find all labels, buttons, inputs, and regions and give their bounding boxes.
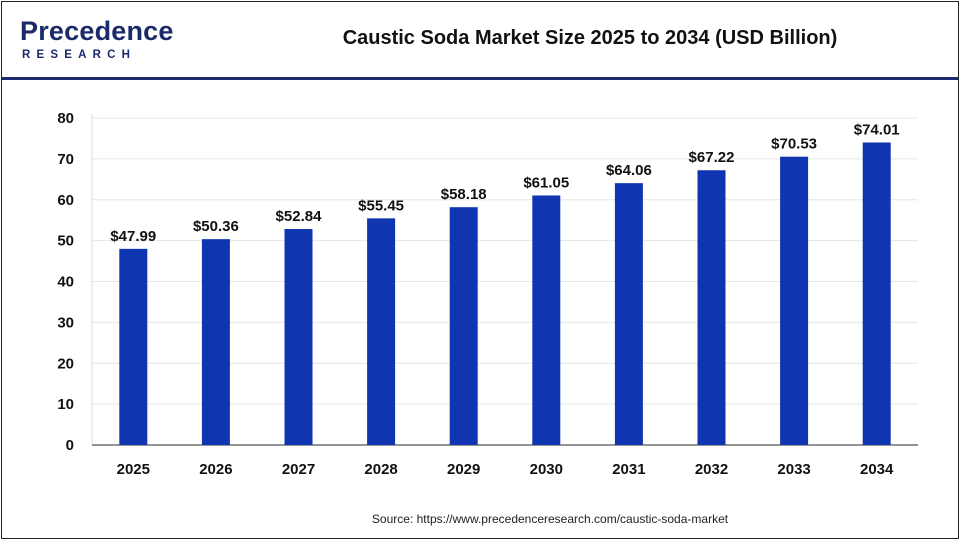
- bar: [367, 218, 396, 445]
- bar-value-label: $74.01: [854, 121, 900, 138]
- y-tick-label: 60: [57, 192, 74, 209]
- bar-value-label: $47.99: [110, 228, 156, 245]
- bar: [862, 142, 891, 445]
- bar-value-label: $55.45: [358, 197, 404, 214]
- bar: [284, 229, 313, 445]
- chart-title: Caustic Soda Market Size 2025 to 2034 (U…: [342, 27, 838, 49]
- x-tick-label: 2028: [364, 461, 397, 478]
- x-tick-label: 2030: [530, 461, 563, 478]
- source-note: Source: https://www.precedenceresearch.c…: [371, 512, 729, 526]
- x-tick-label: 2033: [777, 461, 810, 478]
- y-tick-label: 50: [57, 233, 74, 250]
- x-tick-label: 2034: [860, 461, 894, 478]
- bar: [697, 170, 726, 445]
- bar: [201, 239, 230, 445]
- bar-value-label: $67.22: [689, 149, 735, 166]
- bar-value-label: $52.84: [276, 208, 323, 225]
- y-tick-label: 70: [57, 151, 74, 168]
- x-tick-label: 2027: [282, 461, 315, 478]
- bar: [449, 207, 478, 445]
- y-tick-label: 30: [57, 314, 74, 331]
- bar-value-label: $70.53: [771, 136, 817, 153]
- y-tick-label: 10: [57, 396, 74, 413]
- bar-value-label: $61.05: [523, 174, 569, 191]
- x-tick-label: 2031: [612, 461, 645, 478]
- brand-logo: Precedence RESEARCH: [18, 16, 173, 68]
- bar: [119, 248, 148, 445]
- x-tick-label: 2032: [695, 461, 728, 478]
- logo-subtitle: RESEARCH: [22, 49, 137, 61]
- bar: [614, 183, 643, 445]
- y-tick-label: 40: [57, 274, 74, 291]
- x-tick-label: 2026: [199, 461, 232, 478]
- x-tick-label: 2025: [117, 461, 150, 478]
- bar-value-label: $64.06: [606, 162, 652, 179]
- header-bar: Precedence RESEARCH Caustic Soda Market …: [2, 2, 958, 80]
- bar: [780, 156, 809, 445]
- bar-chart: 01020304050607080$47.992025$50.362026$52…: [57, 110, 918, 478]
- logo-wordmark: Precedence: [20, 16, 174, 46]
- y-tick-label: 0: [66, 437, 74, 454]
- bar-value-label: $50.36: [193, 218, 239, 235]
- bar-value-label: $58.18: [441, 186, 487, 203]
- x-tick-label: 2029: [447, 461, 480, 478]
- y-tick-label: 80: [57, 110, 74, 127]
- y-tick-label: 20: [57, 355, 74, 372]
- bar: [532, 195, 561, 445]
